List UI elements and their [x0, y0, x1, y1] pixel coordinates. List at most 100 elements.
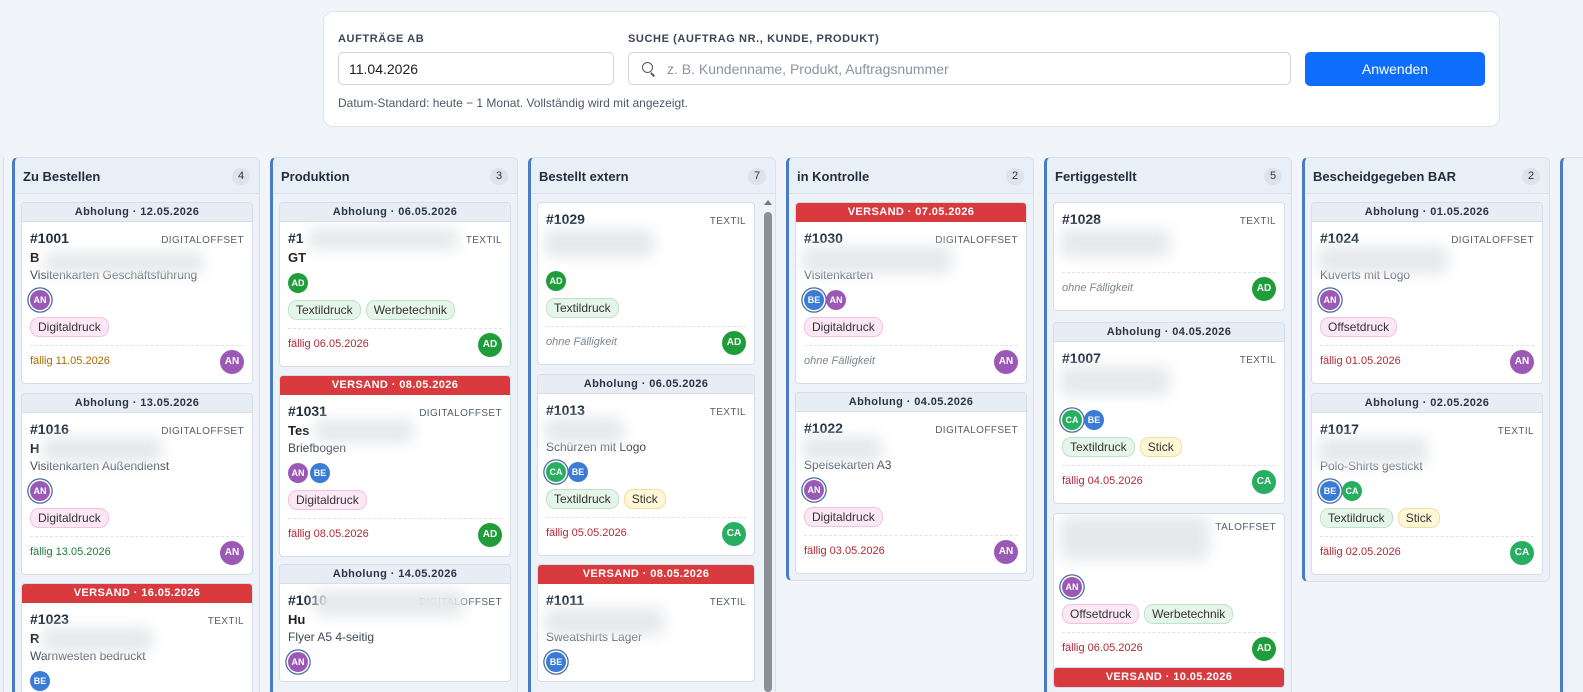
pickup-banner: Abholung · 01.05.2026	[1312, 203, 1542, 222]
order-type: TEXTIL	[1239, 355, 1276, 366]
apply-button[interactable]: Anwenden	[1305, 52, 1485, 86]
tag: Stick	[1139, 437, 1182, 457]
pickup-banner: Abholung · 12.05.2026	[22, 203, 252, 222]
order-card-1016[interactable]: Abholung · 13.05.2026 #1016 DIGITALOFFSET…	[21, 393, 253, 575]
assignee-avatar[interactable]: AN	[220, 541, 244, 565]
assignee-avatar[interactable]: CA	[722, 522, 746, 546]
tag: Stick	[1397, 508, 1440, 528]
order-card-1028[interactable]: #1028 TEXTIL ohne Fälligkeit AD	[1053, 202, 1285, 311]
tag: Digitaldruck	[30, 317, 109, 337]
order-card-1010[interactable]: Abholung · 14.05.2026 #1010DIGITALOFFSET…	[279, 564, 511, 682]
redacted-overlay	[544, 418, 624, 444]
order-type: DIGITALOFFSET	[1451, 235, 1534, 246]
assignee-avatar[interactable]: AD	[1252, 277, 1276, 301]
due-date: fällig 05.05.2026	[546, 527, 627, 539]
avatar: AN	[804, 480, 824, 500]
assignee-avatar[interactable]: AD	[478, 333, 502, 357]
order-type: TEXTIL	[465, 235, 502, 246]
avatar: CA	[1062, 410, 1082, 430]
tag: Offsetdruck	[1320, 317, 1398, 337]
order-card-1013[interactable]: Abholung · 06.05.2026 #1013 TEXTIL Schürz…	[537, 374, 755, 556]
tag: Textildruck	[288, 300, 361, 320]
tag: Digitaldruck	[804, 317, 883, 337]
assignee-avatar[interactable]: AN	[994, 540, 1018, 564]
order-card[interactable]: Abholung · 06.05.2026 #1 TEXTIL GT AD Tex…	[279, 202, 511, 367]
order-type: TEXTIL	[709, 407, 746, 418]
order-type: DIGITALOFFSET	[161, 235, 244, 246]
column-edge-right	[1560, 157, 1583, 692]
tag: Stick	[623, 489, 666, 509]
redacted-overlay	[308, 228, 458, 250]
redacted-overlay	[1318, 437, 1428, 465]
order-number: #1	[288, 230, 304, 246]
redacted-overlay	[1318, 246, 1448, 274]
avatar: BE	[804, 290, 824, 310]
order-card-1017[interactable]: Abholung · 02.05.2026 #1017 TEXTIL Polo-S…	[1311, 393, 1543, 575]
assignee-avatar[interactable]: AD	[1252, 637, 1276, 661]
order-card-1011[interactable]: VERSAND · 08.05.2026 #1011 TEXTIL Sweatsh…	[537, 564, 755, 682]
order-type: TEXTIL	[1497, 426, 1534, 437]
avatar: AN	[30, 290, 50, 310]
search-field[interactable]	[628, 52, 1291, 85]
column-title: Bestellt extern	[539, 169, 629, 184]
order-card-1023[interactable]: VERSAND · 16.05.2026 #1023 TEXTIL R Warnw…	[21, 583, 253, 692]
tag: Textildruck	[1062, 437, 1135, 457]
avatar: BE	[568, 462, 588, 482]
order-card-1007[interactable]: Abholung · 04.05.2026 #1007 TEXTIL CA BE T…	[1053, 322, 1285, 504]
scrollbar-thumb[interactable]	[764, 212, 772, 692]
tag: Werbetechnik	[1144, 604, 1234, 624]
order-card-1024[interactable]: Abholung · 01.05.2026 #1024 DIGITALOFFSET…	[1311, 202, 1543, 384]
due-date: fällig 06.05.2026	[1062, 642, 1143, 654]
filter-bar: AUFTRÄGE AB SUCHE (AUFTRAG NR., KUNDE, P…	[323, 11, 1500, 127]
tag: Digitaldruck	[804, 507, 883, 527]
scroll-up-arrow-icon[interactable]	[764, 200, 772, 205]
order-card[interactable]: TALOFFSET AN Offsetdruck Werbetechnik fäl…	[1053, 513, 1285, 671]
avatar: AN	[288, 652, 308, 672]
order-number: #1022	[804, 420, 843, 436]
order-card-1029[interactable]: #1029 TEXTIL AD Textildruck ohne Fälligke…	[537, 202, 755, 365]
avatar: AD	[546, 271, 566, 291]
avatar: BE	[546, 652, 566, 672]
date-filter-input[interactable]	[338, 52, 614, 85]
assignee-avatar[interactable]: CA	[1510, 541, 1534, 565]
redacted-overlay	[42, 627, 152, 653]
pickup-banner: Abholung · 06.05.2026	[538, 375, 754, 394]
avatar: BE	[1084, 410, 1104, 430]
column-edge-left	[0, 157, 4, 692]
due-date: fällig 11.05.2026	[30, 355, 110, 367]
assignee-avatar[interactable]: AN	[220, 350, 244, 374]
redacted-overlay	[44, 252, 204, 274]
search-label: SUCHE (AUFTRAG NR., KUNDE, PRODUKT)	[628, 33, 880, 45]
due-date: fällig 01.05.2026	[1320, 355, 1401, 367]
order-type: DIGITALOFFSET	[935, 235, 1018, 246]
order-number: #1011	[546, 592, 585, 608]
customer-name: GT	[288, 250, 307, 265]
order-card-1030[interactable]: VERSAND · 07.05.2026 #1030 DIGITALOFFSET …	[795, 202, 1027, 384]
tag: Werbetechnik	[365, 300, 455, 320]
tag: Digitaldruck	[288, 490, 367, 510]
redacted-overlay	[314, 419, 414, 443]
due-date: ohne Fälligkeit	[804, 355, 875, 367]
column-title: Zu Bestellen	[23, 169, 101, 184]
pickup-banner: Abholung · 14.05.2026	[280, 565, 510, 584]
assignee-avatar[interactable]: AD	[722, 331, 746, 355]
pickup-banner: Abholung · 04.05.2026	[1054, 323, 1284, 342]
order-type: DIGITALOFFSET	[161, 426, 244, 437]
assignee-avatar[interactable]: AD	[478, 523, 502, 547]
tag: Textildruck	[546, 298, 619, 318]
due-date: fällig 06.05.2026	[288, 338, 369, 350]
column-bestellt-extern: Bestellt extern 7 #1029 TEXTIL AD Textild…	[528, 157, 776, 692]
order-number: #1024	[1320, 230, 1359, 246]
order-card-1001[interactable]: Abholung · 12.05.2026 #1001 DIGITALOFFSET…	[21, 202, 253, 384]
order-card[interactable]: VERSAND · 10.05.2026	[1053, 667, 1285, 688]
column-scrollbar[interactable]	[763, 200, 773, 692]
date-filter-label: AUFTRÄGE AB	[338, 33, 425, 45]
assignee-avatar[interactable]: AN	[994, 350, 1018, 374]
avatar: BE	[310, 463, 330, 483]
order-card-1031[interactable]: VERSAND · 08.05.2026 #1031 DIGITALOFFSET …	[279, 375, 511, 557]
order-card-1022[interactable]: Abholung · 04.05.2026 #1022 DIGITALOFFSET…	[795, 392, 1027, 574]
avatar: AN	[826, 290, 846, 310]
search-input[interactable]	[667, 53, 1277, 84]
assignee-avatar[interactable]: AN	[1510, 350, 1534, 374]
assignee-avatar[interactable]: CA	[1252, 470, 1276, 494]
